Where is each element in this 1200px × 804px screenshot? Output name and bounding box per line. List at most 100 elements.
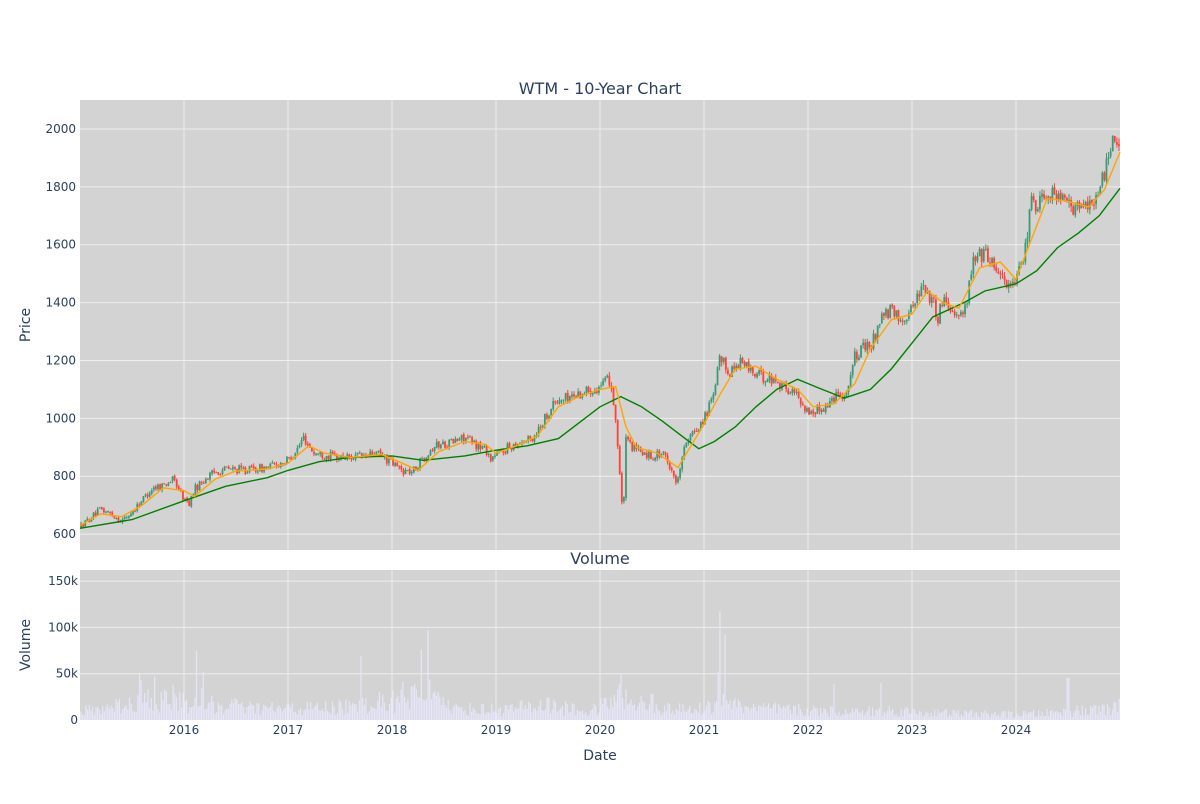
volume-bar xyxy=(355,703,357,720)
candle-body xyxy=(668,462,671,469)
candle-body xyxy=(383,456,386,458)
volume-bar xyxy=(474,709,476,720)
candle-body xyxy=(1091,199,1093,205)
volume-bar xyxy=(95,707,97,720)
candle-body xyxy=(968,280,971,304)
volume-bar xyxy=(115,699,117,720)
volume-bar xyxy=(655,704,657,720)
candle-body xyxy=(1066,197,1068,201)
volume-x-tick-label: 2017 xyxy=(273,723,304,737)
volume-bar xyxy=(1078,710,1080,720)
candle-body xyxy=(344,458,347,460)
volume-bar xyxy=(81,714,84,720)
volume-bar xyxy=(380,706,382,720)
price-y-tick-label: 800 xyxy=(53,469,76,483)
candle-body xyxy=(935,299,937,317)
candle-body xyxy=(242,467,245,469)
candle-body xyxy=(897,310,900,322)
volume-bar xyxy=(118,698,121,720)
volume-bar xyxy=(254,713,256,720)
volume-bar xyxy=(234,698,236,720)
candle-body xyxy=(708,402,711,416)
candle-body xyxy=(652,459,654,461)
candle-body xyxy=(1093,204,1095,206)
volume-bar xyxy=(627,704,629,720)
candle-body xyxy=(702,421,704,425)
candle-body xyxy=(1074,205,1077,216)
volume-bar xyxy=(122,708,124,720)
volume-bar xyxy=(923,714,926,720)
volume-bar xyxy=(1048,716,1050,720)
candle-body xyxy=(1101,172,1104,187)
volume-bar xyxy=(731,708,733,720)
volume-bar xyxy=(271,702,273,720)
volume-bar xyxy=(1074,710,1077,720)
candle-body xyxy=(1105,158,1108,181)
candle-body xyxy=(837,391,840,394)
candle-body xyxy=(741,357,744,363)
candle-body xyxy=(978,249,981,257)
candle-body xyxy=(710,398,713,402)
volume-bar xyxy=(1098,705,1100,720)
volume-bar xyxy=(132,710,134,720)
volume-bar xyxy=(281,711,283,720)
volume-bar xyxy=(987,713,989,720)
volume-bar xyxy=(789,709,791,720)
volume-bar xyxy=(120,712,122,720)
volume-bar xyxy=(432,693,434,720)
candle-body xyxy=(487,453,490,455)
candle-body xyxy=(450,439,453,441)
volume-bar xyxy=(242,707,245,720)
volume-bar xyxy=(710,714,713,720)
candle-body xyxy=(641,451,644,456)
volume-bar xyxy=(791,713,793,720)
candle-body xyxy=(408,469,411,474)
candle-body xyxy=(225,466,228,468)
volume-bar xyxy=(960,714,963,720)
candle-body xyxy=(502,450,505,453)
candle-body xyxy=(529,436,532,439)
volume-bar xyxy=(526,708,528,720)
volume-bar xyxy=(814,708,817,720)
volume-bar xyxy=(1017,715,1020,720)
volume-bar xyxy=(1058,712,1060,720)
candle-body xyxy=(105,511,107,513)
candle-body xyxy=(100,507,103,510)
volume-bar xyxy=(747,707,750,720)
candle-body xyxy=(352,458,355,460)
volume-bar xyxy=(123,707,126,720)
candle-body xyxy=(824,405,827,413)
volume-bar xyxy=(409,709,411,720)
volume-bar xyxy=(326,710,329,720)
volume-bar xyxy=(583,713,585,720)
candle-body xyxy=(394,462,397,467)
candle-body xyxy=(481,446,484,449)
candle-body xyxy=(1080,203,1083,209)
candle-body xyxy=(192,494,195,496)
volume-bar xyxy=(231,699,233,720)
volume-bar xyxy=(682,704,684,720)
volume-bar xyxy=(543,710,545,720)
volume-bar xyxy=(159,712,161,720)
volume-bar xyxy=(595,705,597,720)
candle-body xyxy=(801,403,804,406)
volume-bar xyxy=(1022,710,1025,720)
candle-body xyxy=(851,365,854,376)
volume-bar xyxy=(192,706,194,720)
candle-body xyxy=(922,284,925,286)
volume-bar xyxy=(722,693,724,720)
volume-bar xyxy=(1054,711,1057,720)
candle-body xyxy=(833,397,835,402)
volume-bar xyxy=(501,716,503,720)
volume-bar xyxy=(1096,714,1098,720)
volume-bar xyxy=(977,715,979,720)
volume-bar xyxy=(320,710,322,720)
volume-bar xyxy=(580,711,582,720)
candle-body xyxy=(1001,273,1004,276)
volume-bar xyxy=(744,706,746,720)
candle-body xyxy=(319,451,322,455)
candle-body xyxy=(546,414,548,419)
candle-body xyxy=(504,451,507,454)
candle-body xyxy=(1109,151,1112,157)
volume-bar xyxy=(538,706,540,720)
